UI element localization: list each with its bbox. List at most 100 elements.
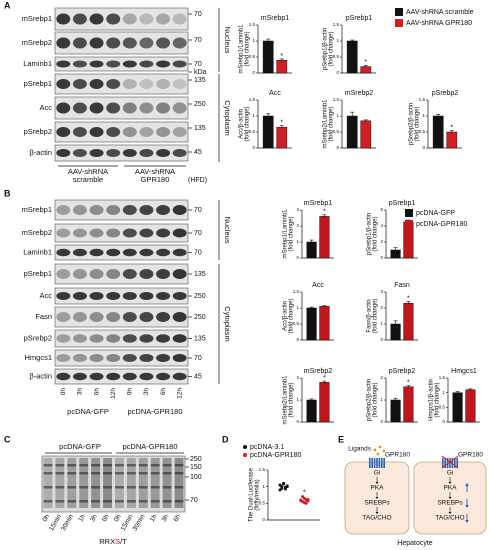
blot-band bbox=[106, 312, 121, 322]
blot-band bbox=[72, 312, 87, 322]
lane-label: 0h bbox=[113, 513, 123, 523]
blot-band bbox=[126, 500, 136, 503]
mw-marker: 70 bbox=[190, 497, 198, 504]
lane-label: 30min bbox=[60, 513, 75, 532]
change-arrow-head bbox=[465, 505, 469, 508]
chart-title: mSrebp1 bbox=[261, 15, 290, 22]
bar bbox=[319, 216, 330, 259]
blot-band bbox=[172, 248, 187, 257]
blot-strip bbox=[41, 455, 186, 513]
blot-band bbox=[122, 292, 137, 300]
bar bbox=[346, 115, 358, 149]
blot-smear bbox=[79, 458, 89, 508]
dot bbox=[278, 488, 282, 492]
y-axis-label: (fold change) bbox=[435, 382, 441, 417]
node-label: Gi bbox=[374, 470, 381, 477]
y-axis-label: (fold change) bbox=[289, 298, 295, 333]
group-label: GPR180 bbox=[141, 175, 170, 184]
blot-band bbox=[72, 354, 87, 362]
lane-label: 0h bbox=[60, 388, 67, 396]
blot-band bbox=[139, 79, 154, 89]
blot-band bbox=[106, 269, 121, 279]
mw-marker: 70 bbox=[194, 230, 202, 237]
blot-band bbox=[115, 464, 124, 467]
blot-band bbox=[56, 354, 71, 362]
blot-band bbox=[106, 228, 121, 238]
chart-title: Fasn bbox=[394, 282, 410, 289]
blot-band bbox=[174, 486, 184, 489]
y-tick-label: 0 bbox=[262, 517, 265, 522]
y-tick-label: 2 bbox=[380, 239, 383, 244]
blot-band bbox=[156, 228, 171, 238]
blot-band bbox=[122, 228, 137, 238]
blot-band bbox=[139, 248, 154, 257]
chart-title: mSrebp2 bbox=[345, 90, 374, 97]
lane-label: 12h bbox=[110, 388, 117, 399]
blot-band bbox=[89, 13, 104, 25]
mw-marker: 250 bbox=[190, 456, 202, 463]
y-tick-label: 0.5 bbox=[439, 405, 446, 410]
blot-band bbox=[172, 292, 187, 300]
dot bbox=[285, 485, 289, 489]
blot-band bbox=[172, 79, 187, 89]
x-axis-label-part: S bbox=[115, 537, 120, 546]
blot-band bbox=[122, 205, 137, 215]
receptor-helix bbox=[449, 458, 451, 468]
blot-band bbox=[103, 472, 112, 475]
y-axis-label: (firfly/renila) bbox=[255, 479, 261, 510]
change-arrow-head bbox=[465, 483, 469, 486]
y-tick-label: 4 bbox=[380, 223, 383, 228]
y-axis-label: pSrebp1/β-actin bbox=[323, 28, 329, 70]
blot-band bbox=[139, 334, 154, 343]
bar bbox=[276, 59, 288, 74]
blot-band bbox=[89, 248, 104, 257]
blot-band bbox=[56, 127, 71, 137]
significance: * bbox=[407, 295, 410, 302]
receptor-helix bbox=[371, 458, 373, 468]
y-tick-label: 1.5 bbox=[249, 97, 256, 102]
lane-label: 1h bbox=[77, 513, 87, 523]
y-axis-label: Acc/β-actin bbox=[239, 109, 245, 139]
receptor-helix bbox=[446, 458, 449, 468]
legend-swatch bbox=[395, 19, 403, 27]
legend-marker bbox=[243, 453, 247, 457]
blot-band bbox=[162, 500, 172, 503]
blot-band bbox=[89, 205, 104, 215]
lane-label: 0h bbox=[127, 388, 134, 396]
blot-band bbox=[115, 472, 124, 475]
x-axis-label-part: RRX bbox=[99, 537, 115, 546]
significance: * bbox=[280, 53, 283, 60]
blot-band bbox=[139, 312, 154, 322]
blot-band bbox=[139, 102, 154, 114]
blot-band bbox=[138, 486, 148, 489]
blot-band bbox=[56, 312, 71, 322]
blot-band bbox=[122, 79, 137, 89]
protein-label: mSrebp1 bbox=[22, 14, 52, 23]
blot-band bbox=[122, 372, 137, 381]
protein-label: pSrebp1 bbox=[24, 79, 52, 88]
blot-band bbox=[150, 464, 160, 467]
cross bbox=[441, 455, 459, 469]
y-axis-label: (fold change) bbox=[373, 298, 379, 333]
blot-band bbox=[122, 354, 137, 362]
chart-title: pSrebp2 bbox=[432, 90, 459, 97]
arrow-head bbox=[448, 512, 452, 514]
y-tick-label: 1 bbox=[442, 390, 445, 395]
bar bbox=[319, 382, 330, 423]
blot-band bbox=[72, 269, 87, 279]
y-tick-label: 6 bbox=[380, 207, 383, 212]
blot-band bbox=[139, 205, 154, 215]
lane-label: 6h bbox=[160, 388, 167, 396]
chart-title: Acc bbox=[312, 282, 324, 289]
y-tick-label: 0 bbox=[336, 70, 339, 75]
group-label: pcDNA-GPR180 bbox=[122, 442, 177, 451]
blot-band bbox=[89, 127, 104, 137]
x-axis-label-part: /T bbox=[120, 537, 127, 546]
blot-strip bbox=[54, 144, 189, 162]
mw-marker: 70 bbox=[194, 249, 202, 256]
y-axis-label: mSrebp2/Laminb1 bbox=[323, 99, 329, 149]
node-label: PKA bbox=[443, 485, 457, 492]
blot-smear bbox=[55, 458, 65, 508]
blot-band bbox=[72, 37, 87, 49]
receptor-helix bbox=[456, 458, 458, 468]
